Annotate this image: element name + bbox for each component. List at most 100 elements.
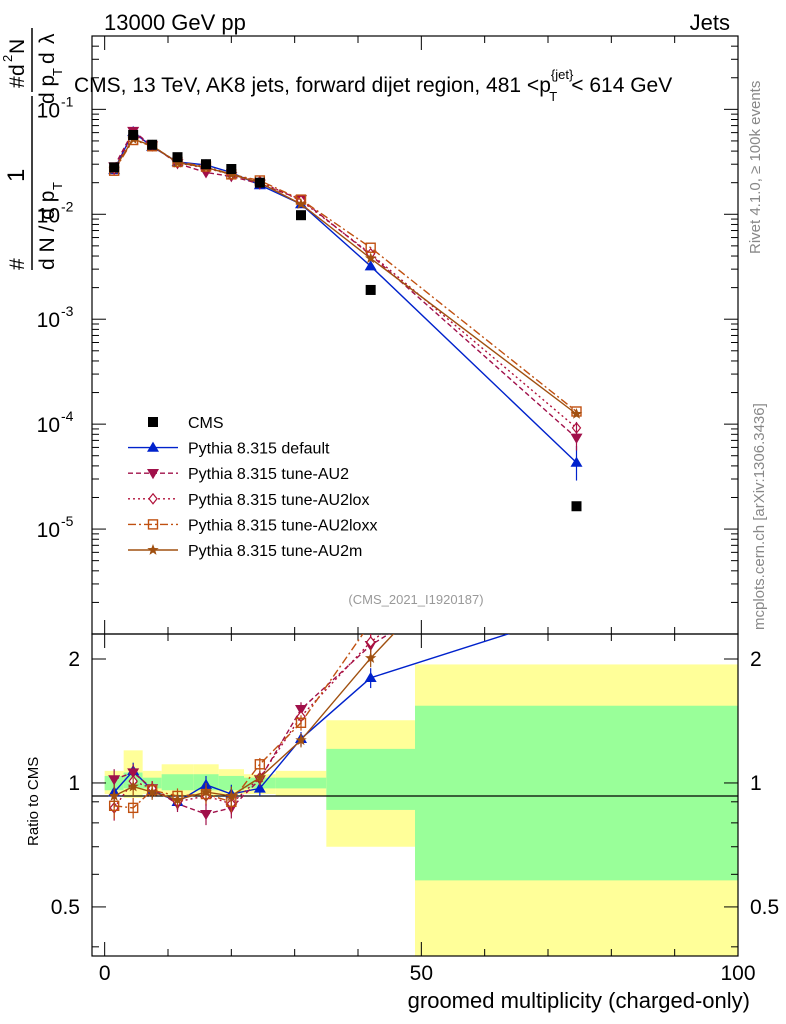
marker-square [201,159,211,170]
series-ratio [108,483,583,826]
svg-text:N: N [6,39,29,54]
legend: CMS Pythia 8.315 default Pythia 8.315 tune… [128,415,377,560]
marker-star [200,786,212,797]
svg-text:T: T [50,182,65,190]
ratio-tick-label-left: 2 [68,648,80,671]
legend-label-au2m: Pythia 8.315 tune-AU2m [188,543,362,560]
ratio-line-au2 [113,634,391,815]
marker-triangle-up [364,260,377,271]
title-sup: {jet} [551,67,574,82]
marker-square [128,129,139,140]
series-line-au2m [113,138,577,415]
marker-triangle-up [147,441,159,452]
mcplots-label: mcplots.cern.ch [arXiv:1306.3436] [751,403,768,630]
series-line-au2loxx [113,139,577,413]
series-line-au2lox [113,133,577,429]
marker-square [172,152,183,163]
svg-text:d N / d p: d N / d p [36,191,59,270]
marker-triangle-down [571,514,583,524]
plot-title: CMS, 13 TeV, AK8 jets, forward dijet reg… [74,67,672,104]
ratio-uncertainty-bands [104,664,738,956]
header-left: 13000 GeV pp [104,10,246,35]
marker-triangle-down [147,469,159,480]
marker-star [225,789,237,801]
ratio-tick-label-left: 1 [68,772,80,795]
marker-triangle-up [253,782,266,793]
marker-square [254,177,265,188]
analysis-watermark: (CMS_2021_I1920187) [348,592,483,607]
marker-square [226,164,237,175]
y-tick-label: 10 [37,99,60,122]
marker-star [570,408,583,419]
y-tick-label: 10 [37,309,60,332]
marker-square-open [295,717,307,728]
band-green [326,748,415,810]
y-tick-label: 10 [37,519,60,542]
title-main: CMS, 13 TeV, AK8 jets, forward dijet reg… [74,74,551,97]
marker-star [254,771,266,783]
marker-square-open [254,759,266,770]
rivet-label: Rivet 4.1.0, ≥ 100k events [747,81,764,254]
marker-diamond [148,492,158,505]
marker-triangle-down [200,809,212,821]
marker-square [148,417,158,427]
marker-star [127,780,139,792]
band-green [415,705,738,881]
marker-star [295,198,307,209]
y-tick-label: 10 [37,204,60,227]
svg-text:2: 2 [0,55,15,62]
svg-text:#: # [6,258,29,270]
title-sub: T [549,89,557,104]
marker-triangle-down [108,775,121,786]
svg-text:#: # [6,76,29,88]
y-tick-exponent: -1 [61,93,74,109]
y-tick-exponent: -4 [61,408,74,424]
legend-label-default: Pythia 8.315 default [188,441,330,458]
legend-label-au2loxx: Pythia 8.315 tune-AU2loxx [188,517,377,534]
marker-triangle-up [571,606,583,616]
marker-square [147,139,158,150]
x-axis-label: groomed multiplicity (charged-only) [408,988,750,1013]
band-green [275,777,327,789]
legend-label-au2lox: Pythia 8.315 tune-AU2lox [188,492,369,509]
marker-square [296,210,306,221]
svg-text:d: d [36,52,59,64]
svg-text:d p: d p [36,75,59,104]
series-main [108,125,583,512]
series-line-au2 [113,130,577,439]
legend-label-cms: CMS [188,415,224,432]
marker-star [365,252,377,264]
marker-square-open [365,242,376,253]
marker-star [295,734,307,746]
marker-square [109,162,120,173]
y-axis-label-ratio: Ratio to CMS [25,757,42,846]
series-line-default [113,130,577,464]
marker-star [171,793,184,805]
ratio-line-au2loxx [114,634,364,809]
marker-star [146,786,158,797]
svg-text:T: T [50,68,65,76]
x-tick-label: 50 [410,962,433,985]
y-axis-label-top: # 1 d N / d p T # d 2 N d p T d λ [0,28,65,270]
marker-star [147,544,159,555]
marker-star [365,652,377,663]
header-right: Jets [690,10,730,35]
ratio-plot-frame [91,633,739,957]
svg-text:d: d [6,64,29,76]
y-tick-exponent: -5 [61,513,74,529]
marker-diamond [573,483,581,493]
marker-square [571,501,582,512]
band-green [161,774,194,791]
marker-triangle-up [364,671,377,683]
ratio-tick-label-right: 0.5 [750,896,779,919]
svg-text:1: 1 [3,169,30,182]
ratio-line-au2lox [113,634,383,809]
marker-square-open [127,802,139,814]
y-tick-exponent: -3 [61,303,74,319]
marker-star [108,789,120,801]
y-tick-exponent: -2 [61,198,74,214]
y-tick-label: 10 [37,414,60,437]
marker-diamond [365,635,376,648]
